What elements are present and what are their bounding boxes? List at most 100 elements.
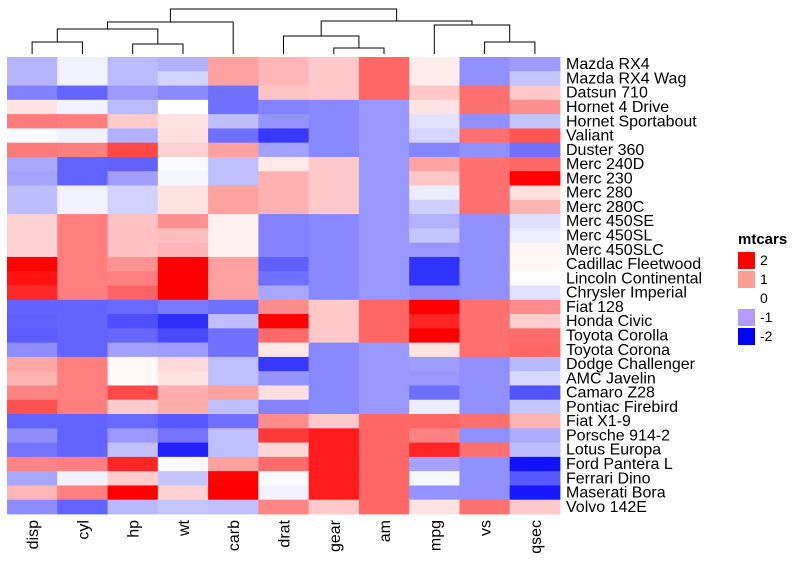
heatmap-cell <box>208 342 259 358</box>
heatmap-cell <box>509 156 561 172</box>
heatmap-cell <box>258 399 310 415</box>
heatmap-cell <box>459 442 511 458</box>
row-label: Merc 240D <box>566 156 644 173</box>
heatmap-cell <box>258 471 310 486</box>
row-label: Camaro Z28 <box>566 385 655 402</box>
heatmap-cell <box>7 328 58 344</box>
heatmap-cell <box>509 371 561 386</box>
heatmap-cell <box>107 242 159 258</box>
row-label: Merc 230 <box>566 170 633 187</box>
heatmap-cell <box>7 142 58 158</box>
heatmap-cell <box>157 442 209 458</box>
row-label: Porsche 914-2 <box>566 427 670 444</box>
dendrogram-link <box>333 47 385 54</box>
heatmap-cell <box>509 271 561 286</box>
heatmap-cell <box>509 314 561 329</box>
heatmap-cell <box>258 456 310 472</box>
heatmap-cell <box>157 128 209 144</box>
heatmap-cell <box>308 285 360 301</box>
heatmap-cell <box>358 385 410 401</box>
heatmap-cell <box>308 85 360 101</box>
heatmap-cell <box>157 57 209 72</box>
heatmap-cell <box>157 342 209 358</box>
heatmap-cell <box>208 399 259 415</box>
heatmap-cell <box>7 199 58 215</box>
heatmap-cell <box>7 471 58 486</box>
heatmap-cell <box>57 71 108 86</box>
heatmap-cell <box>308 228 360 244</box>
heatmap-cell <box>208 156 259 172</box>
heatmap-cell <box>208 356 259 372</box>
heatmap-cell <box>459 142 511 158</box>
heatmap-cell <box>308 57 360 72</box>
legend-break-label: 0 <box>760 290 768 306</box>
heatmap-cell <box>459 399 511 415</box>
heatmap-cell <box>258 356 310 372</box>
heatmap-cell <box>7 99 58 115</box>
row-label: Fiat 128 <box>566 299 624 316</box>
heatmap-cell <box>157 371 209 386</box>
heatmap-cell <box>208 228 259 244</box>
heatmap-cell <box>57 414 108 429</box>
heatmap-cell <box>157 71 209 86</box>
heatmap-cell <box>358 442 410 458</box>
heatmap-cell <box>208 371 259 386</box>
heatmap-cell <box>509 114 561 129</box>
heatmap-cell <box>258 71 310 86</box>
heatmap-cell <box>409 171 460 186</box>
heatmap-cell <box>308 471 360 486</box>
heatmap-cell <box>308 171 360 186</box>
row-label: Hornet 4 Drive <box>566 99 669 116</box>
heatmap-cell <box>7 114 58 129</box>
row-label: AMC Javelin <box>566 370 656 387</box>
heatmap-cell <box>308 342 360 358</box>
heatmap-cell <box>459 371 511 386</box>
heatmap-cell <box>459 71 511 86</box>
heatmap-cell <box>258 485 310 501</box>
heatmap-cell <box>509 442 561 458</box>
heatmap-cell <box>358 399 410 415</box>
dendrogram-link <box>107 21 234 54</box>
heatmap-cell <box>459 171 511 186</box>
heatmap-cell <box>308 199 360 215</box>
heatmap-cell <box>308 442 360 458</box>
row-label: Honda Civic <box>566 313 652 330</box>
heatmap-cell <box>358 371 410 386</box>
heatmap-cell <box>157 271 209 286</box>
heatmap-cell <box>358 171 410 186</box>
heatmap-cell <box>409 185 460 201</box>
column-labels: disp cyl hp wt carb drat gear am mpg vs qsec <box>25 519 545 553</box>
heatmap-cell <box>459 256 511 272</box>
heatmap-cell <box>107 456 159 472</box>
heatmap-cell <box>409 414 460 429</box>
heatmap-cell <box>358 456 410 472</box>
dendrogram-link <box>169 8 398 22</box>
row-label: Mazda RX4 Wag <box>566 70 686 87</box>
heatmap-cell <box>358 71 410 86</box>
heatmap-cell <box>7 271 58 286</box>
heatmap-cell <box>409 271 460 286</box>
heatmap-cell <box>57 185 108 201</box>
heatmap-cell <box>7 371 58 386</box>
row-label: Merc 450SLC <box>566 242 664 259</box>
row-label: Volvo 142E <box>566 499 647 516</box>
heatmap-cell <box>409 85 460 101</box>
heatmap-cell <box>308 185 360 201</box>
heatmap-cell <box>157 156 209 172</box>
heatmap-cell <box>308 114 360 129</box>
heatmap-cell <box>409 214 460 229</box>
heatmap-cell <box>358 428 410 443</box>
heatmap-cell <box>258 99 310 115</box>
heatmap-cell <box>107 214 159 229</box>
heatmap-cell <box>459 471 511 486</box>
heatmap-cell <box>208 314 259 329</box>
row-label: Hornet Sportabout <box>566 113 697 130</box>
heatmap-cell <box>409 371 460 386</box>
row-label: Datsun 710 <box>566 85 648 102</box>
heatmap-cell <box>409 71 460 86</box>
heatmap-cell <box>308 371 360 386</box>
heatmap-cell <box>57 156 108 172</box>
heatmap-cell <box>57 228 108 244</box>
heatmap-cell <box>208 214 259 229</box>
legend-break-label: 2 <box>760 252 768 268</box>
